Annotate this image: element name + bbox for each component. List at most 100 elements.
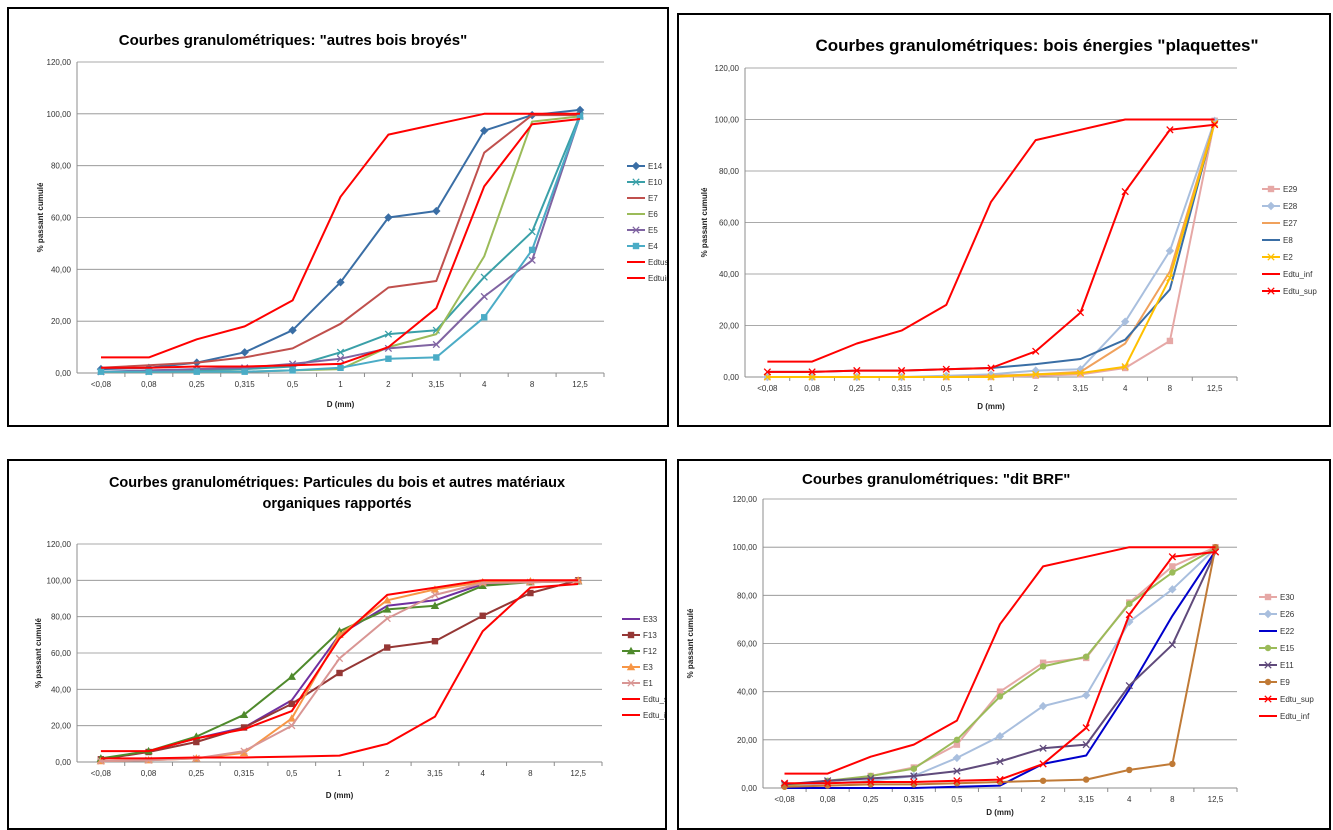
series-edtu-inf bbox=[767, 118, 1215, 363]
y-tick-label: 0,00 bbox=[723, 373, 739, 382]
y-tick-label: 60,00 bbox=[51, 214, 72, 223]
legend-marker bbox=[626, 662, 636, 671]
data-point bbox=[1165, 246, 1175, 256]
data-point bbox=[1168, 585, 1177, 594]
data-point bbox=[527, 589, 534, 597]
x-axis-label: D (mm) bbox=[326, 791, 354, 800]
chart-svg: Courbes granulométriques: bois énergies … bbox=[700, 36, 1317, 411]
data-point bbox=[1076, 369, 1085, 377]
x-tick-label: 4 bbox=[1127, 795, 1132, 804]
data-point bbox=[289, 367, 296, 374]
data-point bbox=[996, 757, 1004, 766]
legend-label: E22 bbox=[1280, 627, 1295, 636]
legend-entry: F12 bbox=[622, 646, 657, 656]
data-point bbox=[193, 738, 200, 746]
series-line bbox=[784, 547, 1217, 788]
y-tick-label: 80,00 bbox=[737, 591, 758, 600]
legend-entry: E8 bbox=[1262, 236, 1293, 245]
legend-label: Edtu_inf bbox=[1280, 712, 1310, 721]
x-tick-label: 0,08 bbox=[141, 769, 157, 778]
x-tick-label: 1 bbox=[338, 380, 343, 389]
x-tick-label: 0,315 bbox=[904, 795, 925, 804]
chart-panel-particules-du-bois: Courbes granulométriques: Particules du … bbox=[7, 459, 667, 830]
data-point bbox=[239, 748, 249, 757]
legend-marker bbox=[1263, 609, 1273, 619]
data-point bbox=[383, 596, 392, 604]
x-tick-label: 0,25 bbox=[189, 769, 205, 778]
y-tick-label: 120,00 bbox=[715, 64, 740, 73]
y-tick-label: 100,00 bbox=[733, 543, 758, 552]
legend-label: E30 bbox=[1280, 593, 1295, 602]
legend-entry: Edtuinf bbox=[627, 274, 667, 283]
legend-entry: Edtu_inf bbox=[1259, 712, 1310, 721]
chart-title: Courbes granulométriques: Particules du … bbox=[109, 475, 565, 491]
data-point bbox=[528, 256, 536, 264]
data-point bbox=[385, 355, 392, 362]
y-tick-label: 20,00 bbox=[51, 317, 72, 326]
data-point bbox=[479, 612, 486, 619]
data-point bbox=[97, 368, 105, 375]
data-point bbox=[953, 736, 961, 744]
data-point bbox=[1039, 663, 1047, 670]
legend-label: E2 bbox=[1283, 253, 1293, 262]
data-point bbox=[1169, 569, 1176, 576]
legend-entry: E33 bbox=[622, 615, 658, 624]
legend-label: F13 bbox=[643, 631, 657, 640]
legend-entry: Edtu_sup bbox=[1262, 287, 1317, 296]
legend-entry: E30 bbox=[1259, 593, 1295, 602]
data-point bbox=[239, 710, 249, 718]
legend-label: F12 bbox=[643, 647, 657, 656]
x-tick-label: 0,08 bbox=[804, 384, 820, 393]
x-tick-label: 8 bbox=[530, 380, 535, 389]
y-tick-label: 40,00 bbox=[51, 265, 72, 274]
x-tick-label: 3,15 bbox=[429, 380, 445, 389]
legend-label: Edtus bbox=[648, 258, 667, 267]
data-point bbox=[384, 213, 393, 222]
chart-panel-dit-brf: Courbes granulométriques: "dit BRF" 0,00 2… bbox=[677, 459, 1331, 830]
legend-marker bbox=[627, 679, 635, 687]
data-point bbox=[1082, 776, 1090, 783]
data-point bbox=[384, 330, 393, 338]
data-point bbox=[823, 779, 832, 787]
series-e9 bbox=[781, 543, 1219, 790]
legend-entry: E15 bbox=[1259, 644, 1295, 653]
series-line bbox=[101, 118, 581, 369]
data-point bbox=[240, 747, 248, 755]
series-line bbox=[100, 583, 579, 760]
y-tick-label: 60,00 bbox=[719, 219, 740, 228]
series-line bbox=[100, 114, 580, 369]
series-f13 bbox=[97, 577, 582, 763]
data-point bbox=[1082, 740, 1090, 749]
data-point bbox=[336, 278, 345, 287]
data-point bbox=[780, 779, 789, 787]
data-point bbox=[952, 753, 962, 763]
legend-label: E1 bbox=[643, 679, 653, 688]
legend-marker bbox=[1266, 201, 1276, 211]
data-point bbox=[430, 601, 440, 609]
legend-marker bbox=[1267, 253, 1275, 261]
data-point bbox=[1168, 641, 1177, 649]
series-line bbox=[100, 579, 579, 753]
legend-entry: E2 bbox=[1262, 253, 1293, 262]
y-tick-label: 0,00 bbox=[741, 784, 757, 793]
x-tick-label: 2 bbox=[1034, 384, 1039, 393]
y-tick-label: 20,00 bbox=[719, 322, 740, 331]
data-point bbox=[1125, 681, 1133, 690]
data-point bbox=[1032, 372, 1039, 379]
x-tick-label: 3,15 bbox=[1078, 795, 1094, 804]
data-point bbox=[953, 741, 961, 748]
data-point bbox=[1168, 553, 1177, 561]
data-point bbox=[287, 672, 296, 680]
legend-marker bbox=[1264, 678, 1272, 686]
data-point bbox=[1077, 371, 1084, 378]
x-tick-label: 0,25 bbox=[863, 795, 879, 804]
series-line bbox=[767, 118, 1215, 363]
data-point bbox=[193, 368, 200, 375]
legend-entry: E5 bbox=[627, 226, 658, 235]
chart-title: Courbes granulométriques: "dit BRF" bbox=[802, 471, 1070, 488]
chart-panel-bois-energies-plaquettes: Courbes granulométriques: bois énergies … bbox=[677, 13, 1331, 427]
legend-marker bbox=[1267, 287, 1275, 295]
data-point bbox=[481, 314, 488, 321]
x-tick-label: 4 bbox=[482, 380, 487, 389]
series-edtu-inf bbox=[784, 546, 1216, 775]
